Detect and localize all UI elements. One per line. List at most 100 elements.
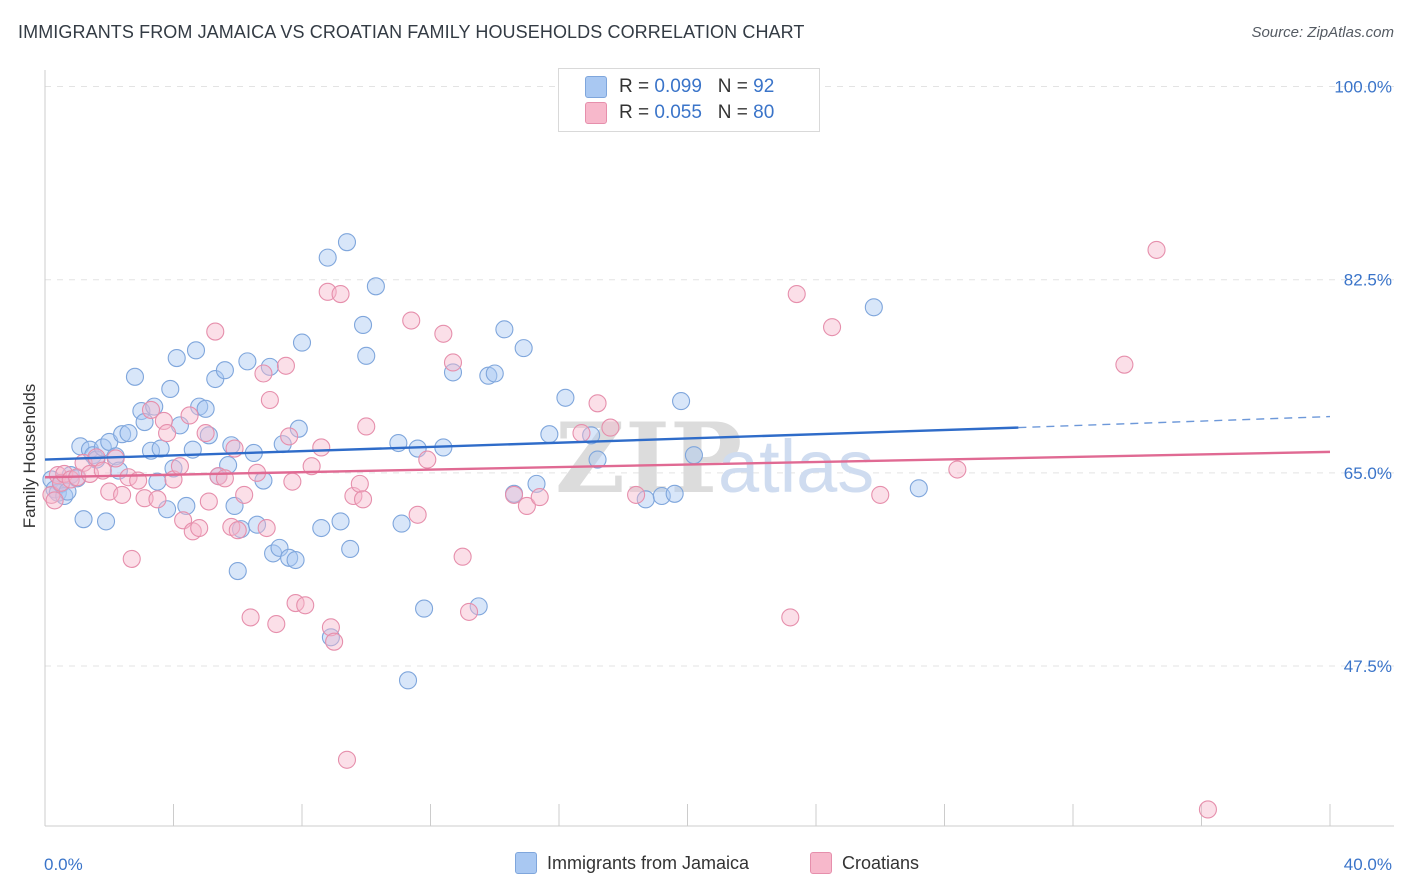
data-point-croatians [206, 322, 225, 341]
data-point-jamaica [469, 597, 488, 616]
data-point-croatians [119, 468, 138, 487]
data-point-jamaica [145, 397, 164, 416]
chart-title: IMMIGRANTS FROM JAMAICA VS CROATIAN FAMI… [18, 22, 805, 42]
data-point-jamaica [672, 392, 691, 411]
data-point-croatians [1147, 240, 1166, 259]
data-point-croatians [402, 311, 421, 330]
data-point-croatians [241, 608, 260, 627]
data-point-croatians [148, 490, 167, 509]
data-point-croatians [170, 457, 189, 476]
data-point-croatians [588, 394, 607, 413]
legend-r-value: 0.055 [654, 102, 702, 123]
data-point-croatians [871, 485, 890, 504]
y-tick-label: 82.5% [1344, 271, 1392, 290]
data-point-croatians [190, 518, 209, 538]
data-point-jamaica [353, 315, 373, 334]
data-point-jamaica [196, 399, 215, 418]
legend-r-label: R = [619, 102, 650, 123]
data-point-jamaica [556, 388, 575, 407]
legend-n-label: N = [717, 76, 748, 97]
data-point-jamaica [357, 346, 376, 365]
data-point-croatians [443, 353, 463, 372]
data-point-croatians [418, 450, 437, 469]
data-point-croatians [453, 547, 472, 566]
legend-r-value: 0.099 [654, 76, 702, 97]
data-point-jamaica [684, 446, 703, 465]
x-tick-label: 0.0% [44, 855, 83, 874]
data-point-croatians [122, 549, 141, 568]
data-point-jamaica [514, 339, 533, 358]
watermark-zip: ZIP [555, 402, 742, 515]
data-point-croatians [781, 608, 800, 627]
data-point-jamaica [151, 439, 170, 458]
data-point-jamaica [148, 472, 167, 491]
data-point-croatians [459, 602, 479, 621]
data-point-jamaica [177, 496, 196, 515]
data-point-croatians [113, 485, 132, 504]
data-point-jamaica [167, 349, 186, 368]
data-point-jamaica [270, 538, 289, 557]
data-point-croatians [158, 424, 177, 443]
data-point-jamaica [312, 518, 331, 538]
data-point-croatians [312, 438, 331, 457]
trend-lines [44, 415, 1331, 479]
source-label: Source: ZipAtlas.com [1251, 24, 1394, 41]
legend-row-jamaica: R = 0.099 N = 92 [585, 74, 774, 100]
data-point-croatians [267, 614, 286, 634]
data-point-croatians [331, 284, 350, 304]
data-point-croatians [141, 400, 161, 419]
bottom-legend-swatch-blue [515, 852, 537, 874]
data-point-jamaica [337, 233, 357, 252]
data-point-croatians [1115, 355, 1134, 374]
tick-labels: 100.0% 82.5% 65.0% 47.5% 0.0% 40.0% [44, 78, 1392, 874]
data-point-croatians [135, 489, 154, 508]
bottom-legend-jamaica: Immigrants from Jamaica [515, 852, 749, 874]
series-croatians-points [42, 240, 1217, 819]
data-point-jamaica [443, 363, 463, 382]
data-point-croatians [337, 750, 357, 769]
bottom-legend-label: Immigrants from Jamaica [547, 852, 750, 873]
x-tick-label: 40.0% [1344, 855, 1392, 874]
y-tick-label: 47.5% [1344, 657, 1392, 676]
bottom-legend-croatians: Croatians [810, 852, 919, 874]
data-point-croatians [228, 521, 247, 540]
watermark: ZIP atlas [555, 402, 874, 515]
legend-row-croatians: R = 0.055 N = 80 [585, 100, 774, 126]
data-point-croatians [302, 457, 321, 476]
data-point-croatians [180, 406, 199, 425]
data-point-jamaica [318, 248, 337, 267]
y-tick-label: 100.0% [1334, 78, 1392, 97]
data-point-jamaica [186, 341, 206, 360]
data-point-croatians [280, 427, 299, 446]
legend-n-value: 92 [753, 76, 775, 97]
watermark-atlas: atlas [718, 425, 874, 508]
data-point-croatians [353, 490, 373, 509]
data-point-jamaica [286, 550, 305, 570]
data-point-jamaica [215, 361, 234, 380]
legend-r-label: R = [619, 76, 650, 97]
grid-lines [45, 86, 1394, 667]
data-point-croatians [948, 460, 967, 479]
data-point-croatians [627, 485, 646, 504]
data-point-croatians [276, 356, 295, 375]
data-point-croatians [1198, 800, 1217, 819]
data-point-croatians [257, 518, 276, 538]
data-point-croatians [260, 390, 279, 410]
legend-swatch-pink [585, 102, 607, 124]
data-point-jamaica [909, 479, 928, 498]
data-point-croatians [296, 596, 315, 615]
data-point-jamaica [588, 450, 607, 469]
data-point-jamaica [199, 426, 218, 445]
trend-line-croatians [44, 450, 1331, 479]
trend-line-jamaica [44, 426, 1019, 461]
data-point-jamaica [398, 671, 418, 690]
data-point-croatians [517, 496, 536, 515]
data-point-jamaica [260, 357, 279, 376]
axes [44, 70, 1394, 827]
data-point-jamaica [392, 514, 411, 533]
data-point-jamaica [125, 367, 144, 386]
data-point-croatians [283, 472, 302, 491]
data-point-jamaica [238, 352, 257, 371]
data-point-jamaica [158, 500, 177, 519]
